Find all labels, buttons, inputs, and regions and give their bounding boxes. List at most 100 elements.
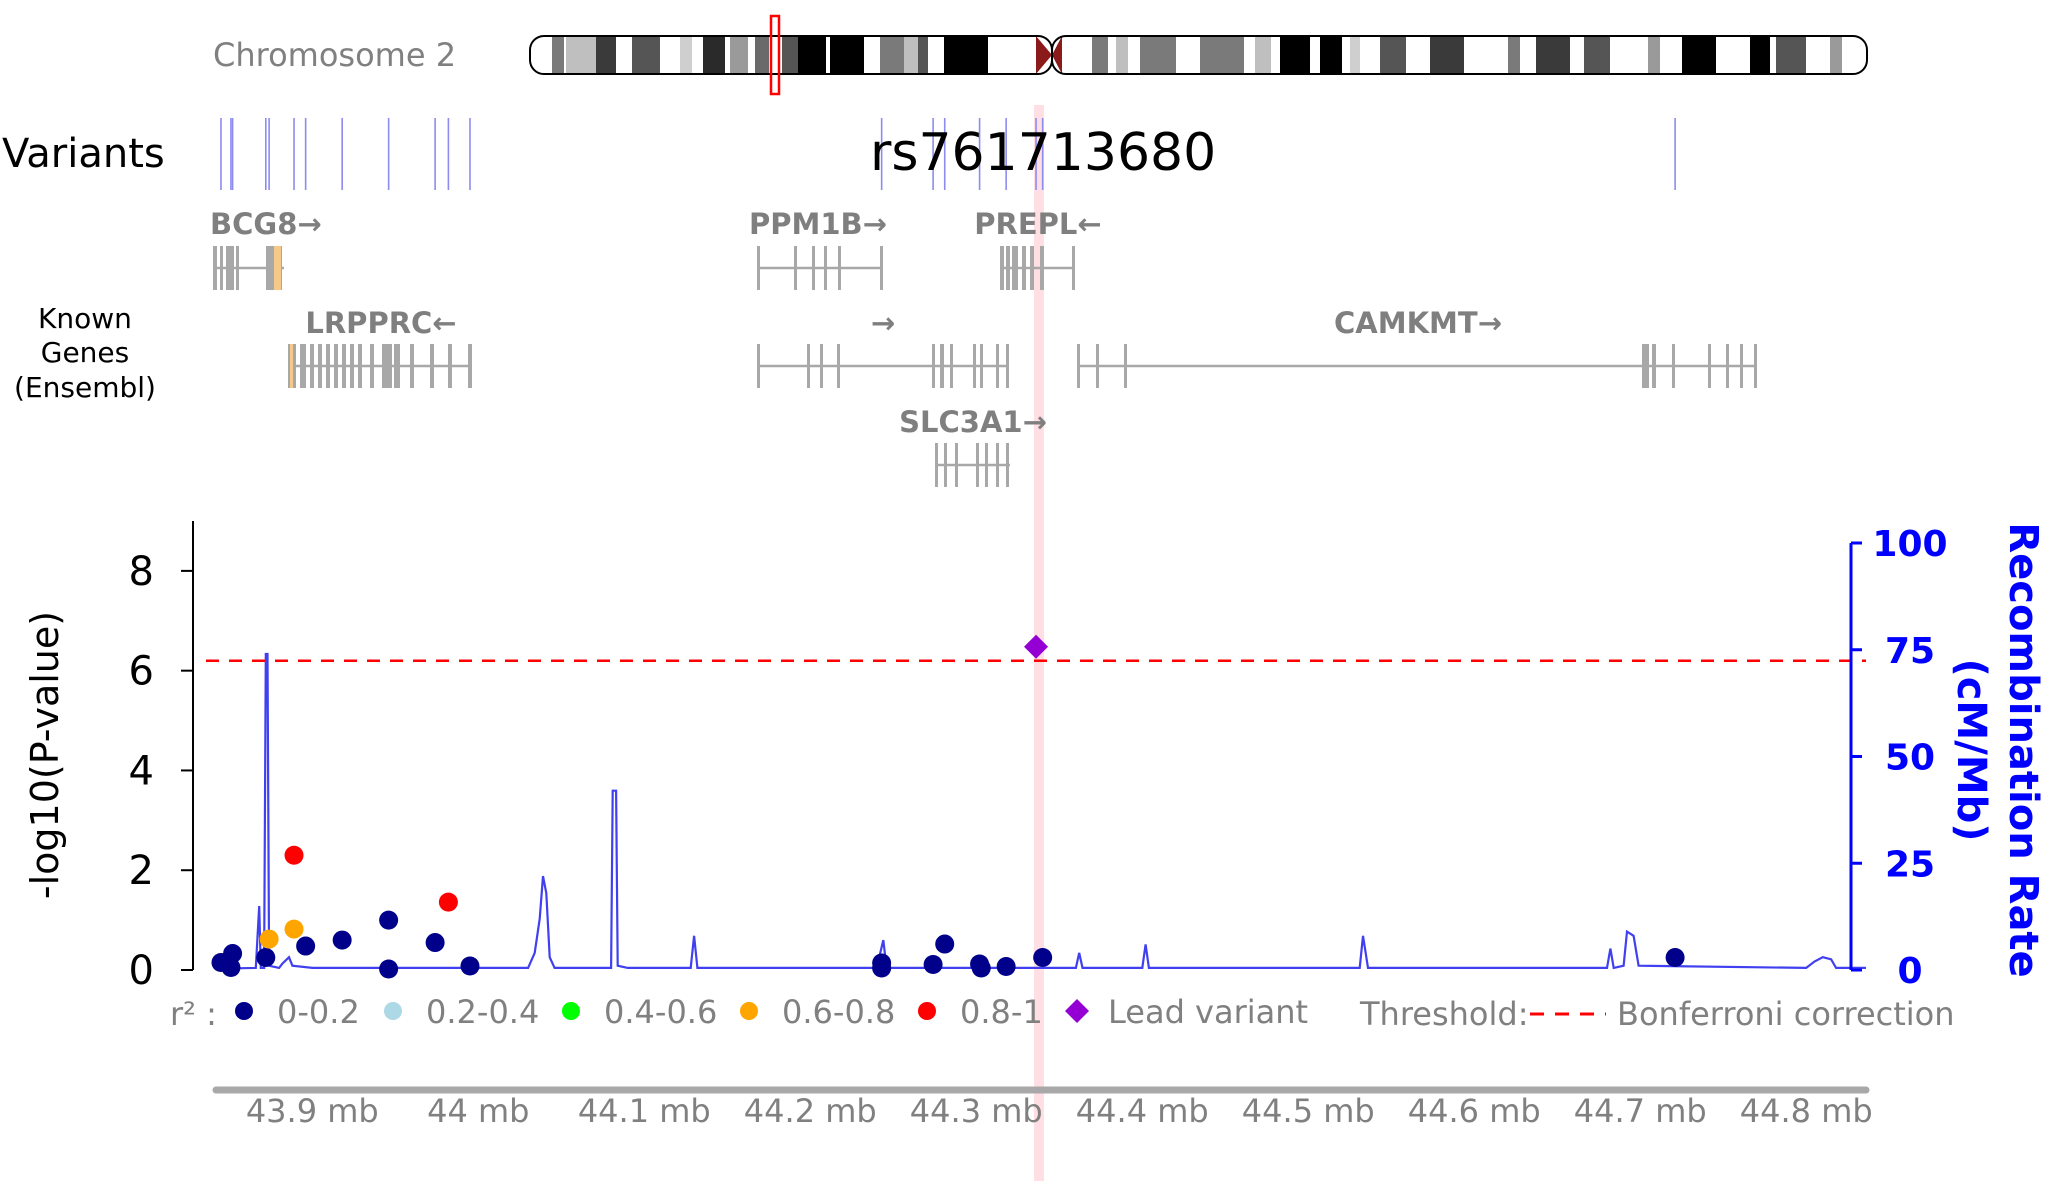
genomic-axis-tick-label: 44.3 mb: [910, 1092, 1043, 1130]
gene-label-prepl: PREPL←: [974, 207, 1101, 241]
variant-point: [1665, 948, 1685, 968]
gene-model-prepl: [1000, 246, 1075, 290]
exon: [318, 344, 322, 388]
variant-point: [923, 955, 943, 975]
exon: [310, 344, 314, 388]
variant-point: [460, 956, 480, 976]
exon: [1672, 344, 1675, 388]
exon: [985, 443, 988, 487]
exon: [940, 344, 944, 388]
exon: [1012, 246, 1018, 290]
exon: [976, 443, 979, 487]
variant-ticks-track: [220, 118, 1676, 190]
right-axis-tick-label: 100: [1872, 524, 1947, 565]
gene-model-unnamed: [757, 344, 1009, 388]
exon: [1040, 246, 1044, 290]
right-axis-tick-label: 25: [1885, 844, 1935, 885]
exon: [1006, 246, 1010, 290]
gene-label-camkmt: CAMKMT→: [1334, 306, 1502, 340]
exon: [1642, 344, 1649, 388]
right-axis-label-line-1: Recombination Rate: [2000, 522, 2046, 977]
exon: [807, 344, 810, 388]
variant-point: [223, 944, 243, 964]
variant-point: [971, 958, 991, 978]
gene-label-bcg8: BCG8→: [210, 207, 322, 241]
variant-point: [284, 919, 304, 939]
y-tick-label: 4: [129, 748, 154, 794]
lead-variant-id: rs761713680: [870, 123, 1216, 183]
exon: [824, 246, 827, 290]
exon: [1754, 344, 1757, 388]
exon: [226, 246, 234, 290]
exon: [1030, 246, 1034, 290]
variant-point: [438, 892, 458, 912]
association-plot: 0 2 4 6 8 0 25 50 75 100: [129, 521, 1948, 994]
right-axis-tick-label: 0: [1897, 951, 1922, 992]
variants-label: Variants: [2, 131, 165, 177]
exon: [1124, 344, 1127, 388]
exon: [448, 344, 452, 388]
exon-highlight: [290, 344, 293, 388]
genomic-axis-tick-label: 44.1 mb: [578, 1092, 711, 1130]
y-tick-label: 2: [129, 848, 154, 894]
exon: [980, 344, 983, 388]
y-tick-label: 8: [129, 549, 154, 595]
exon: [350, 344, 354, 388]
legend-marker-0.6-0.8: [740, 1002, 758, 1020]
legend-label-0-0.2: 0-0.2: [277, 993, 360, 1031]
gene-models: [213, 246, 1757, 487]
gene-model-ppm1b: [757, 246, 883, 290]
exon: [394, 344, 400, 388]
variant-point: [332, 930, 352, 950]
right-axis-tick-label: 50: [1885, 738, 1935, 779]
exon: [820, 344, 823, 388]
exon: [794, 246, 797, 290]
variant-point: [872, 958, 892, 978]
exon: [1072, 246, 1075, 290]
exon: [757, 246, 760, 290]
chromosome-label: Chromosome 2: [213, 36, 456, 74]
gene-label-unnamed: →: [871, 306, 895, 340]
variant-point: [296, 936, 316, 956]
variant-point: [379, 959, 399, 979]
y-axis-label: -log10(P-value): [23, 611, 67, 899]
genomic-axis-tick-label: 44.2 mb: [744, 1092, 877, 1130]
exon: [468, 344, 472, 388]
lead-variant-point: [1024, 634, 1049, 659]
genomic-axis-tick-label: 43.9 mb: [246, 1092, 379, 1130]
legend-marker-0-0.2: [235, 1002, 253, 1020]
exon: [1000, 246, 1004, 290]
variant-point: [256, 948, 276, 968]
exon: [955, 443, 958, 487]
legend-threshold-desc: Bonferroni correction: [1617, 995, 1955, 1033]
exon: [410, 344, 414, 388]
legend-threshold-label: Threshold:: [1359, 995, 1528, 1033]
exon: [430, 344, 434, 388]
right-axis-tick-label: 75: [1885, 631, 1935, 672]
exon: [932, 344, 935, 388]
exon: [935, 443, 938, 487]
exon: [1006, 344, 1009, 388]
genes-track-label: Known Genes (Ensembl): [14, 302, 156, 404]
genes-label-line-1: Known: [38, 302, 132, 335]
variant-point: [284, 845, 304, 865]
exon: [358, 344, 362, 388]
exon: [342, 344, 346, 388]
exon: [1077, 344, 1080, 388]
variant-point: [259, 929, 279, 949]
legend-label-lead-variant: Lead variant: [1108, 993, 1308, 1031]
y-tick-label: 6: [129, 649, 154, 695]
exon: [944, 443, 947, 487]
gene-model-lrpprc: [288, 344, 472, 388]
exon: [300, 344, 306, 388]
variant-point: [1033, 948, 1053, 968]
recombination-rate-line: [215, 652, 1866, 970]
exon: [1022, 246, 1026, 290]
exon: [973, 344, 976, 388]
exon: [950, 344, 953, 388]
legend: r² : 0-0.2 0.2-0.4 0.4-0.6 0.6-0.8 0.8-1…: [170, 993, 1955, 1033]
exon: [996, 344, 999, 388]
genomic-axis-tick-label: 44.8 mb: [1740, 1092, 1873, 1130]
exon: [326, 344, 330, 388]
exon: [382, 344, 392, 388]
